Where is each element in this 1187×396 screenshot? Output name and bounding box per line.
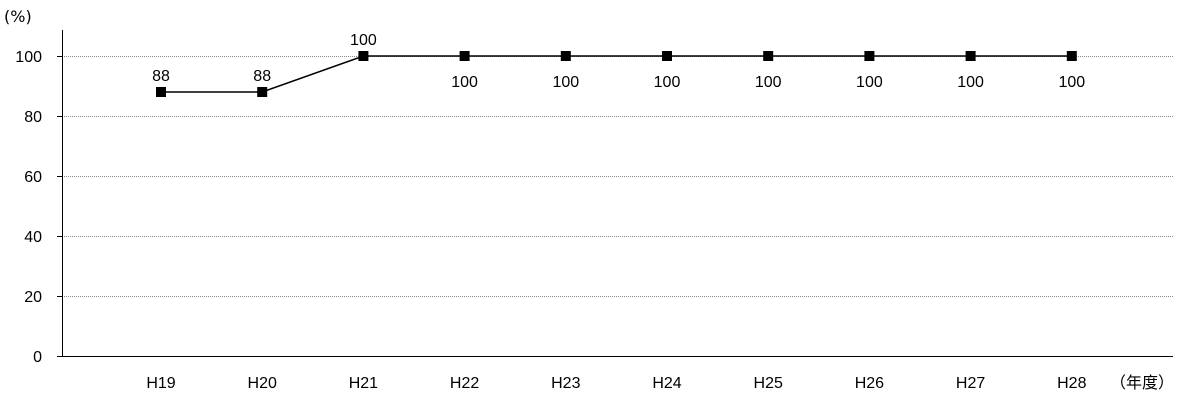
- data-label: 88: [152, 68, 170, 85]
- data-label: 100: [755, 74, 782, 91]
- y-axis-ticks: 0 20 40 60 80 100: [15, 49, 42, 366]
- y-tick-label: 40: [24, 229, 42, 246]
- y-tick-label: 80: [24, 109, 42, 126]
- y-tick-label: 20: [24, 289, 42, 306]
- data-point-marker: [156, 87, 166, 97]
- data-label: 100: [856, 74, 883, 91]
- y-tick-label: 100: [15, 49, 42, 66]
- series-line: [161, 55, 1072, 93]
- x-tick-label: H23: [551, 375, 580, 392]
- x-axis-unit-label: （年度）: [1110, 373, 1174, 392]
- x-tick-label: H21: [349, 375, 378, 392]
- x-tick-label: H20: [248, 375, 277, 392]
- series-markers: [156, 51, 1077, 97]
- x-tick-label: H22: [450, 375, 479, 392]
- data-labels: 88 88 100 100 100 100 100 100 100 100: [152, 32, 1085, 91]
- data-label: 100: [957, 74, 984, 91]
- data-point-marker: [459, 51, 470, 61]
- data-label: 100: [451, 74, 478, 91]
- data-label: 100: [1058, 74, 1085, 91]
- data-label: 100: [350, 32, 377, 49]
- data-label: 88: [253, 68, 271, 85]
- series-line-path: [161, 55, 1072, 93]
- data-point-marker: [358, 51, 369, 61]
- x-tick-label: H26: [855, 375, 884, 392]
- x-tick-label: H27: [956, 375, 985, 392]
- data-label: 100: [654, 74, 681, 91]
- data-point-marker: [1066, 51, 1077, 61]
- y-axis-unit-label: (%): [4, 7, 32, 26]
- x-axis-ticks: H19 H20 H21 H22 H23 H24 H25 H26 H27 H28: [146, 375, 1086, 392]
- x-tick-label: H25: [754, 375, 783, 392]
- data-point-marker: [965, 51, 976, 61]
- x-tick-label: H19: [146, 375, 175, 392]
- data-point-marker: [662, 51, 672, 61]
- data-point-marker: [763, 51, 774, 61]
- data-point-marker: [257, 87, 268, 97]
- y-tick-label: 0: [33, 349, 42, 366]
- x-tick-label: H28: [1057, 375, 1086, 392]
- y-tick-label: 60: [24, 169, 42, 186]
- data-label: 100: [552, 74, 579, 91]
- x-tick-label: H24: [652, 375, 681, 392]
- axes: [57, 30, 1173, 357]
- data-point-marker: [864, 51, 875, 61]
- data-point-marker: [560, 51, 571, 61]
